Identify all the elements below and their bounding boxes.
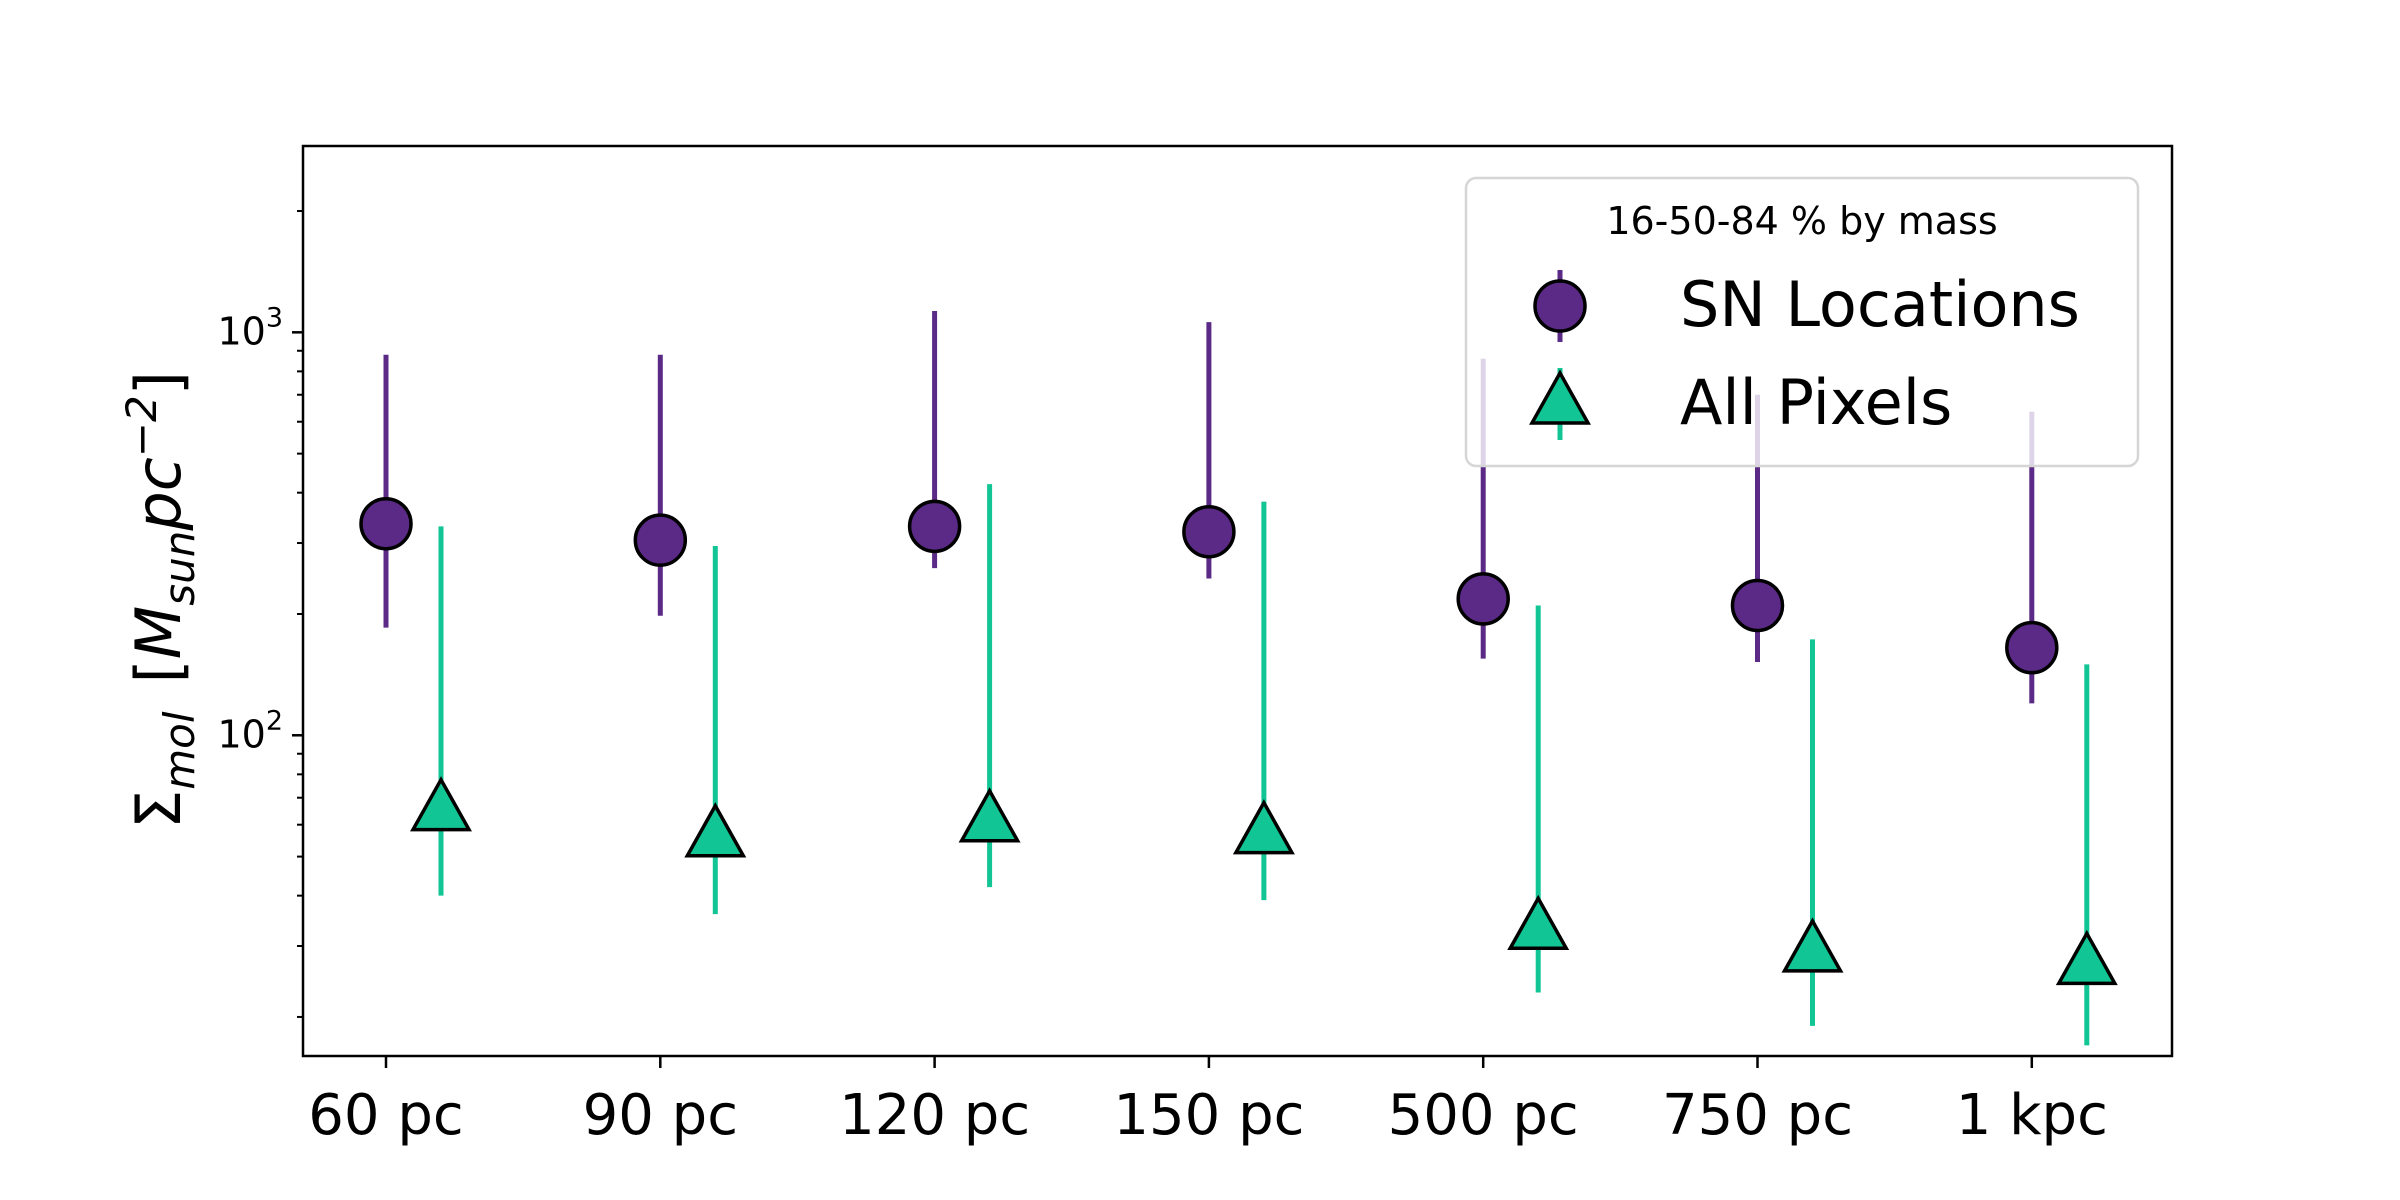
y-label-close: ] [122, 371, 195, 395]
sn-locations-point-6 [1730, 578, 1785, 633]
all-pixels-point-2 [684, 802, 747, 858]
y-label-M: M [122, 606, 195, 660]
sn-locations-point-1 [359, 496, 413, 551]
y-label-exp: −2 [117, 395, 166, 457]
y-label-open: [ [122, 659, 195, 683]
x-tick-label-6: 750 pc [1662, 1083, 1853, 1148]
legend-title: 16-50-84 % by mass [1606, 199, 1997, 243]
y-axis-label: Σmol [Msunpc−2] [117, 371, 204, 829]
x-tick-label-2: 90 pc [583, 1083, 738, 1148]
sn-locations-point-2 [633, 513, 688, 567]
sn-locations-point-3 [907, 499, 962, 554]
all-pixels-point-1 [410, 776, 472, 832]
all-pixels-point-5 [1507, 894, 1570, 951]
sn-locations-point-5 [1456, 572, 1510, 626]
all-pixels-point-6 [1781, 917, 1844, 973]
y-label-sigma-sub: mol [155, 711, 204, 790]
legend-sn-locations-marker [1533, 279, 1587, 333]
legend-all-pixels-marker [1529, 369, 1591, 425]
x-tick-label-5: 500 pc [1388, 1083, 1579, 1148]
y-tick-label-2: 103 [217, 302, 283, 353]
plot-frame [301, 144, 2174, 1058]
y-label-sun: sun [155, 531, 204, 606]
markers [359, 496, 2118, 986]
y-axis-ticks: 102 103 [217, 210, 303, 1018]
sn-locations-point-7 [2005, 620, 2059, 675]
legend-items: SN Locations All Pixels [1529, 268, 2080, 440]
legend-box [1464, 176, 2140, 468]
x-tick-label-3: 120 pc [839, 1083, 1030, 1148]
all-pixels-point-4 [1232, 799, 1295, 855]
y-label-sigma: Σ [122, 790, 195, 829]
y-tick-label-1: 102 [217, 705, 283, 756]
all-pixels-point-7 [2055, 929, 2118, 986]
legend: 16-50-84 % by mass SN Locations All Pixel… [1464, 176, 2140, 468]
x-tick-label-7: 1 kpc [1956, 1083, 2108, 1148]
all-pixels-point-3 [958, 787, 1021, 843]
y-label-pc: pc [122, 457, 195, 531]
x-axis-ticks: 60 pc 90 pc 120 pc 150 pc 500 pc 750 pc 1 kpc [308, 1056, 2108, 1148]
legend-all-pixels-label: All Pixels [1680, 366, 1952, 439]
x-tick-label-1: 60 pc [308, 1083, 463, 1148]
legend-sn-locations-label: SN Locations [1680, 268, 2080, 341]
sn-locations-point-4 [1182, 504, 1236, 559]
x-tick-label-4: 150 pc [1113, 1083, 1304, 1148]
